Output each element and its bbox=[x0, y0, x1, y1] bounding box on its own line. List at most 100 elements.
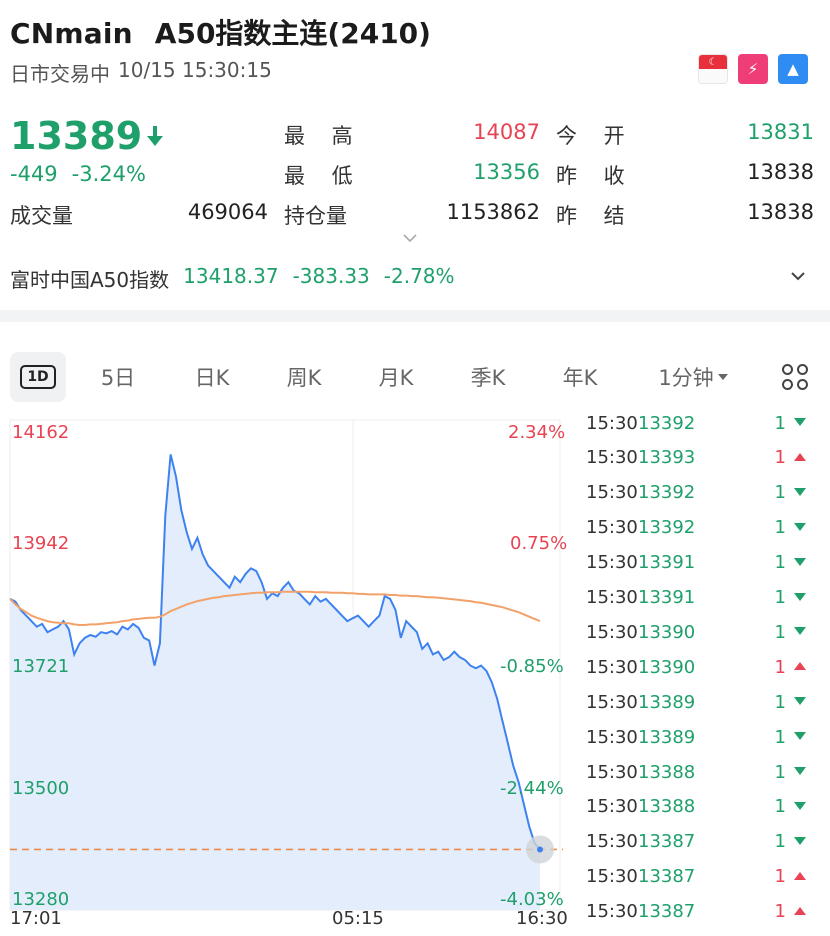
tick-time: 15:30 bbox=[586, 482, 638, 504]
tick-row: 15:30 13387 1 bbox=[580, 860, 820, 894]
flash-1-icon[interactable]: ⚡ bbox=[738, 54, 768, 84]
open-label: 今 开 bbox=[556, 124, 635, 148]
tab-day-k[interactable]: 日K bbox=[194, 366, 230, 390]
y-tick-right: 2.34% bbox=[508, 422, 566, 443]
tick-qty: 1 bbox=[774, 796, 786, 818]
tick-time: 15:30 bbox=[586, 761, 638, 783]
singapore-flag-icon[interactable]: ☾ bbox=[698, 54, 728, 84]
tab-label: 1D bbox=[20, 365, 56, 389]
contract-name[interactable]: A50指数主连(2410) bbox=[154, 17, 431, 50]
y-tick-right: -0.85% bbox=[500, 656, 564, 677]
tick-price: 13391 bbox=[638, 552, 696, 574]
tick-time: 15:30 bbox=[586, 621, 638, 643]
x-tick: 05:15 bbox=[332, 908, 384, 929]
contract-symbol: CNmain bbox=[10, 17, 133, 50]
tick-qty: 1 bbox=[774, 831, 786, 853]
tab-quarter-k[interactable]: 季K bbox=[470, 366, 506, 390]
intraday-chart[interactable] bbox=[8, 418, 568, 918]
triangle-down-icon bbox=[794, 732, 806, 741]
stack-icon[interactable]: ▲ bbox=[778, 54, 808, 84]
triangle-up-icon bbox=[794, 662, 806, 671]
tick-qty: 1 bbox=[774, 726, 786, 748]
tab-week-k[interactable]: 周K bbox=[286, 366, 322, 390]
price-change: -449 -3.24% bbox=[10, 162, 146, 186]
tick-qty: 1 bbox=[774, 482, 786, 504]
tick-time: 15:30 bbox=[586, 866, 638, 888]
tick-row: 15:30 13387 1 bbox=[580, 825, 820, 859]
triangle-down-icon bbox=[794, 487, 806, 496]
triangle-down-icon bbox=[794, 522, 806, 531]
tick-time: 15:30 bbox=[586, 796, 638, 818]
tab-5d[interactable]: 5日 bbox=[100, 366, 136, 390]
tick-price: 13389 bbox=[638, 691, 696, 713]
tick-qty: 1 bbox=[774, 447, 786, 469]
tab-label: 1分钟 bbox=[658, 366, 714, 390]
session-status: 日市交易中 bbox=[10, 62, 110, 86]
tick-time: 15:30 bbox=[586, 412, 638, 434]
last-price-value: 13389 bbox=[10, 114, 143, 158]
high-value: 14087 bbox=[473, 120, 540, 144]
y-tick-right: 0.75% bbox=[510, 533, 568, 554]
y-tick-right: -2.44% bbox=[500, 778, 564, 799]
tick-qty: 1 bbox=[774, 866, 786, 888]
volume-label: 成交量 bbox=[10, 204, 73, 228]
tick-row: 15:30 13388 1 bbox=[580, 755, 820, 789]
tick-row: 15:30 13392 1 bbox=[580, 412, 820, 440]
tick-price: 13392 bbox=[638, 412, 696, 434]
triangle-down-icon bbox=[794, 801, 806, 810]
tick-time: 15:30 bbox=[586, 447, 638, 469]
tick-time: 15:30 bbox=[586, 587, 638, 608]
section-divider bbox=[0, 310, 830, 322]
tick-price: 13390 bbox=[638, 656, 696, 678]
arrow-down-icon bbox=[146, 124, 164, 148]
last-price: 13389 bbox=[10, 114, 164, 158]
index-value: 13418.37 bbox=[183, 264, 279, 288]
tick-price: 13392 bbox=[638, 517, 696, 539]
tick-price: 13387 bbox=[638, 831, 696, 853]
tick-price: 13393 bbox=[638, 447, 696, 469]
grid-icon[interactable] bbox=[782, 364, 808, 390]
title-row: CNmain A50指数主连(2410) bbox=[10, 12, 431, 52]
prev-settle-value: 13838 bbox=[747, 200, 814, 224]
tick-qty: 1 bbox=[774, 691, 786, 713]
low-label: 最 低 bbox=[284, 164, 363, 188]
triangle-down-icon bbox=[794, 627, 806, 636]
tick-qty: 1 bbox=[774, 656, 786, 678]
tick-list[interactable]: 15:30 13392 1 15:30 13393 1 15:30 13392 1 15:30 13… bbox=[580, 412, 820, 932]
tick-qty: 1 bbox=[774, 621, 786, 643]
index-row[interactable]: 富时中国A50指数 13418.37 -383.33 -2.78% bbox=[10, 264, 455, 293]
chevron-down-icon[interactable] bbox=[402, 232, 418, 244]
quote-datetime: 10/15 15:30:15 bbox=[118, 58, 272, 82]
tab-year-k[interactable]: 年K bbox=[562, 366, 598, 390]
triangle-down-icon bbox=[794, 767, 806, 775]
caret-down-icon bbox=[717, 374, 728, 380]
tab-minute-dropdown[interactable]: 1分钟 bbox=[648, 352, 738, 402]
triangle-up-icon bbox=[794, 906, 806, 915]
tick-row: 15:30 13392 1 bbox=[580, 511, 820, 545]
tick-row: 15:30 13392 1 bbox=[580, 476, 820, 510]
chevron-down-icon[interactable] bbox=[790, 270, 806, 282]
tick-qty: 1 bbox=[774, 901, 786, 923]
tick-row: 15:30 13390 1 bbox=[580, 615, 820, 649]
tab-1d[interactable]: 1D bbox=[10, 352, 66, 402]
prev-close-value: 13838 bbox=[747, 160, 814, 184]
index-name: 富时中国A50指数 bbox=[10, 268, 170, 292]
tick-time: 15:30 bbox=[586, 831, 638, 853]
tick-price: 13389 bbox=[638, 726, 696, 748]
volume-value: 469064 bbox=[187, 200, 268, 224]
tick-price: 13388 bbox=[638, 796, 696, 818]
triangle-up-icon bbox=[794, 452, 806, 461]
tick-row: 15:30 13389 1 bbox=[580, 720, 820, 754]
low-value: 13356 bbox=[473, 160, 540, 184]
tick-row: 15:30 13393 1 bbox=[580, 441, 820, 475]
triangle-down-icon bbox=[794, 418, 806, 426]
tick-price: 13387 bbox=[638, 901, 696, 923]
tick-row: 15:30 13389 1 bbox=[580, 685, 820, 719]
period-tabs: 1D 5日 日K 周K 月K 季K 年K 1分钟 bbox=[0, 352, 830, 406]
tick-time: 15:30 bbox=[586, 901, 638, 923]
current-price-dot-core bbox=[537, 846, 543, 853]
tick-time: 15:30 bbox=[586, 726, 638, 748]
tab-month-k[interactable]: 月K bbox=[378, 366, 414, 390]
tick-time: 15:30 bbox=[586, 656, 638, 678]
open-value: 13831 bbox=[747, 120, 814, 144]
